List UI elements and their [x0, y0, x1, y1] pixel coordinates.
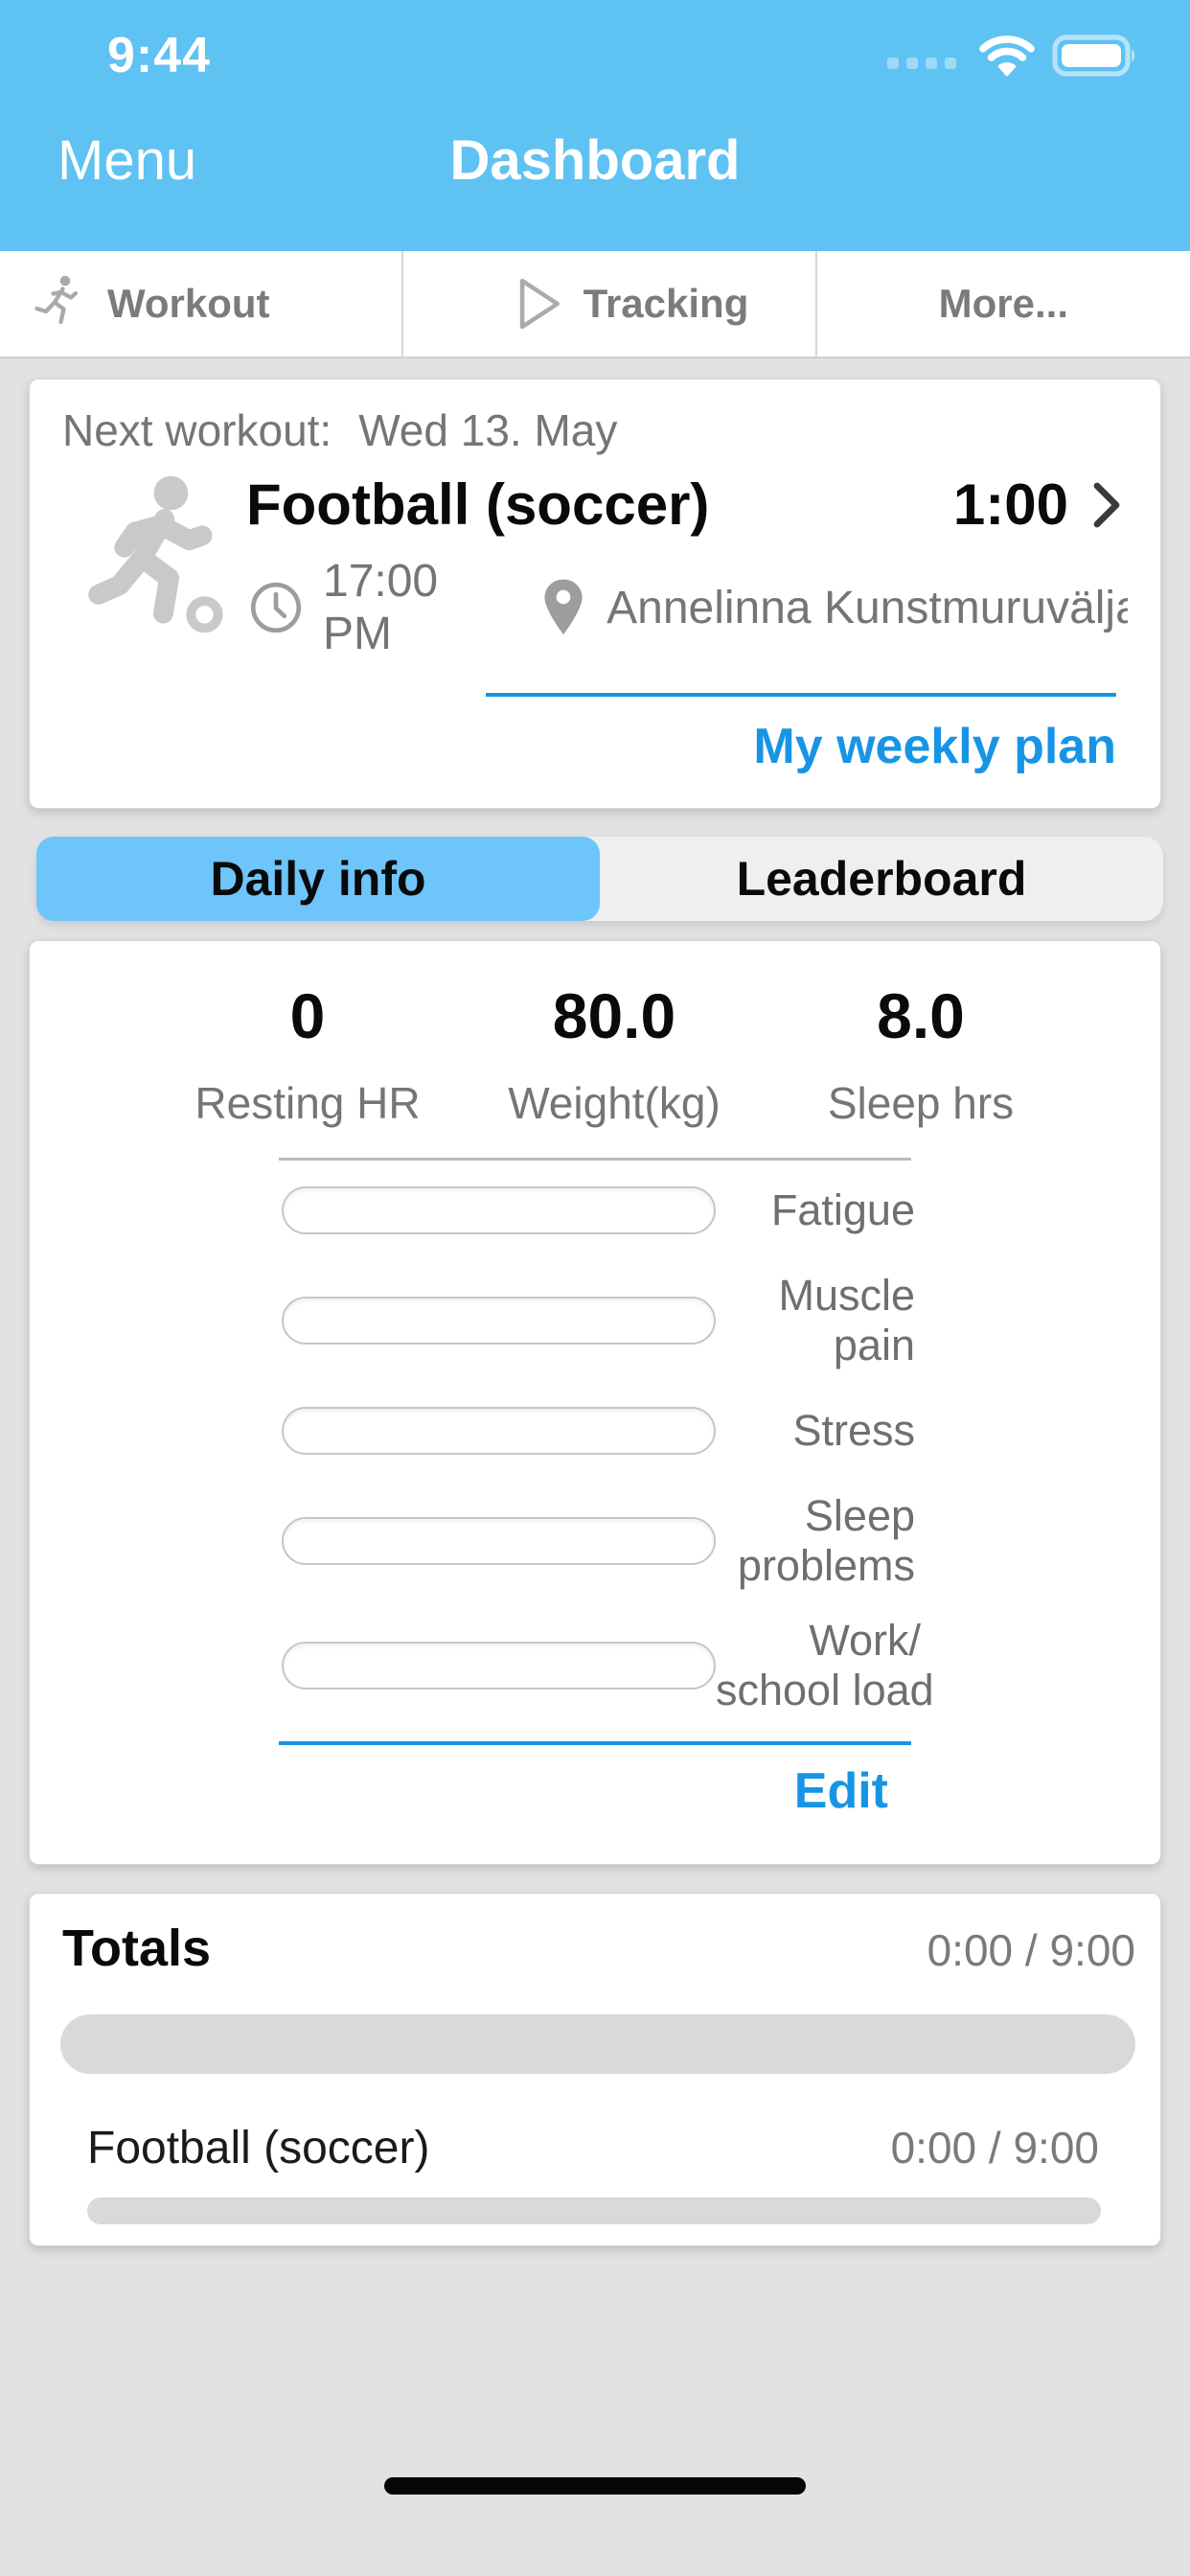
next-workout-heading: Next workout: Wed 13. May	[62, 404, 1128, 456]
sport-row-value: 0:00 / 9:00	[890, 2123, 1099, 2173]
totals-sport-row: Football (soccer) 0:00 / 9:00	[30, 2122, 1160, 2174]
workout-sport-name: Football (soccer)	[246, 472, 710, 537]
totals-title: Totals	[62, 1920, 212, 1977]
segment-daily-info[interactable]: Daily info	[36, 837, 600, 921]
stress-slider[interactable]	[282, 1407, 716, 1455]
top-tab-bar: Workout Tracking More...	[0, 251, 1190, 358]
tab-more[interactable]: More...	[814, 251, 1190, 356]
clock-icon	[250, 582, 302, 633]
edit-divider	[279, 1741, 911, 1745]
status-icons	[885, 34, 1140, 78]
page-title: Dashboard	[449, 129, 741, 192]
cellular-icon	[887, 58, 956, 69]
work-school-load-slider[interactable]	[282, 1642, 716, 1690]
stat-sleep: 8.0 Sleep hrs	[767, 979, 1074, 1129]
sport-progress-bar	[87, 2197, 1101, 2224]
tab-label: Tracking	[583, 281, 749, 326]
workout-time: 17:00 PM	[323, 556, 439, 659]
next-workout-main: Football (soccer) 1:00 17:00 PM Annelinn…	[62, 468, 1128, 660]
battery-icon	[1052, 34, 1135, 77]
nav-bar: Menu Dashboard	[0, 128, 1190, 203]
daily-stats: 0 Resting HR 80.0 Weight(kg) 8.0 Sleep h…	[154, 979, 1074, 1129]
stat-value: 80.0	[552, 980, 676, 1051]
wifi-icon	[979, 35, 1035, 77]
workout-location: Annelinna Kunstmuruväljak	[606, 582, 1128, 633]
totals-value: 0:00 / 9:00	[927, 1925, 1135, 1975]
tab-workout[interactable]: Workout	[0, 251, 401, 356]
tab-tracking[interactable]: Tracking	[401, 251, 814, 356]
next-workout-card[interactable]: Next workout: Wed 13. May Football (socc…	[29, 379, 1161, 809]
stats-divider	[279, 1158, 911, 1161]
slider-row-stress: Stress	[30, 1383, 1160, 1479]
totals-card: Totals 0:00 / 9:00 Football (soccer) 0:0…	[29, 1893, 1161, 2246]
status-time: 9:44	[107, 28, 212, 83]
next-workout-label: Next workout:	[62, 405, 332, 455]
status-bar: 9:44	[0, 0, 1190, 84]
slider-label: Fatigue	[770, 1185, 915, 1234]
weekly-plan-divider	[486, 693, 1116, 697]
play-icon	[519, 278, 560, 330]
football-player-icon	[88, 475, 223, 633]
stat-weight: 80.0 Weight(kg)	[461, 979, 767, 1129]
menu-button[interactable]: Menu	[57, 129, 197, 192]
slider-row-sleep-problems: Sleep problems	[30, 1479, 1160, 1603]
edit-link[interactable]: Edit	[793, 1763, 888, 1819]
sport-row-label: Football (soccer)	[87, 2123, 430, 2174]
stat-resting-hr: 0 Resting HR	[154, 979, 461, 1129]
stat-label: Weight(kg)	[508, 1078, 721, 1128]
muscle-pain-slider[interactable]	[282, 1297, 716, 1345]
slider-row-work-school-load: Work/ school load	[30, 1603, 1160, 1728]
my-weekly-plan-link[interactable]: My weekly plan	[753, 719, 1116, 774]
home-indicator[interactable]	[384, 2477, 806, 2495]
daily-info-card: 0 Resting HR 80.0 Weight(kg) 8.0 Sleep h…	[29, 940, 1161, 1865]
stat-value: 8.0	[877, 980, 965, 1051]
slider-row-muscle-pain: Muscle pain	[30, 1258, 1160, 1383]
slider-row-fatigue: Fatigue	[30, 1162, 1160, 1258]
workout-duration: 1:00	[952, 472, 1068, 537]
runner-icon	[34, 275, 79, 325]
stat-label: Resting HR	[195, 1078, 421, 1128]
next-workout-details: Football (soccer) 1:00 17:00 PM Annelinn…	[246, 468, 1128, 660]
slider-label: Work/ school load	[716, 1616, 934, 1714]
slider-label: Muscle pain	[778, 1271, 915, 1369]
tab-label: Workout	[107, 281, 270, 326]
segmented-control: Daily info Leaderboard	[36, 837, 1163, 921]
slider-label: Stress	[792, 1406, 915, 1455]
totals-progress-bar	[60, 2014, 1135, 2074]
chevron-right-icon[interactable]	[1087, 477, 1126, 533]
sleep-problems-slider[interactable]	[282, 1517, 716, 1565]
segment-leaderboard[interactable]: Leaderboard	[736, 852, 1027, 906]
fatigue-slider[interactable]	[282, 1186, 716, 1234]
location-pin-icon	[544, 579, 583, 635]
tab-label: More...	[938, 281, 1068, 326]
slider-label: Sleep problems	[737, 1491, 915, 1590]
stat-label: Sleep hrs	[827, 1078, 1015, 1128]
header: 9:44 Menu Dashboard	[0, 0, 1190, 251]
next-workout-date: Wed 13. May	[358, 405, 618, 455]
stat-value: 0	[289, 980, 326, 1051]
